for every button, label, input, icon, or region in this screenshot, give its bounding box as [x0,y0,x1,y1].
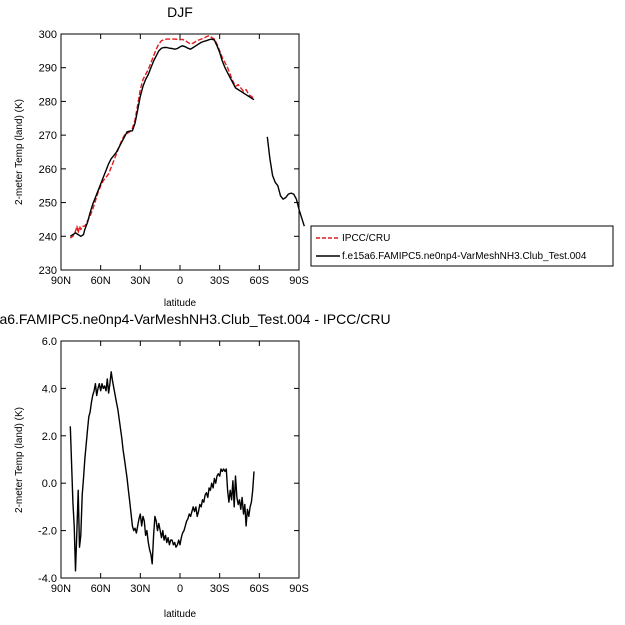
bottom-y-tick-label: -2.0 [38,526,57,538]
bottom-x-tick-label: 30N [130,583,150,595]
bottom-x-tick-label: 90N [51,583,71,595]
top-x-tick-label: 30N [130,275,150,287]
top-y-tick-label: 300 [39,29,57,41]
bottom-x-tick-label: 0 [177,583,183,595]
legend-model-label: f.e15a6.FAMIPC5.ne0np4-VarMeshNH3.Club_T… [342,251,587,262]
top-y-tick-label: 290 [39,63,57,75]
bottom-y-tick-label: 2.0 [42,431,57,443]
top-chart-ylabel: 2-meter Temp (land) (K) [14,99,25,205]
bottom-chart-ticks: 90N 60N 30N 0 30S 60S 90S -4.0 -2.0 0.0 2.0 4.0 6.0 [38,336,309,595]
top-chart-xlabel: latitude [164,298,197,309]
top-y-tick-label: 240 [39,231,57,243]
top-chart-title: DJF [167,4,193,20]
top-x-tick-label: 30S [210,275,230,287]
bottom-x-tick-label: 30S [210,583,230,595]
top-y-tick-label: 250 [39,198,57,210]
bottom-x-tick-label: 60N [91,583,111,595]
top-y-tick-label: 260 [39,164,57,176]
top-series-1-line [69,38,255,237]
bottom-x-tick-label: 60S [250,583,270,595]
bottom-y-tick-label: 0.0 [42,478,57,490]
bottom-x-tick-label: 90S [289,583,309,595]
bottom-chart-ylabel: 2-meter Temp (land) (K) [14,407,25,513]
top-chart: DJF 2-meter Temp (land) (K) latitude 90N… [14,4,309,309]
top-series-1-line [266,136,305,227]
legend-box [310,225,614,267]
bottom-chart-xlabel: latitude [164,609,197,620]
bottom-chart: a6.FAMIPC5.ne0np4-VarMeshNH3.Club_Test.0… [0,311,391,620]
bottom-y-tick-label: 6.0 [42,336,57,348]
bottom-chart-frame [60,340,300,579]
legend-ipcc-label: IPCC/CRU [342,233,390,244]
bottom-y-tick-label: -4.0 [38,573,57,585]
top-x-tick-label: 90N [51,275,71,287]
top-x-tick-label: 60S [250,275,270,287]
top-x-tick-label: 90S [289,275,309,287]
top-chart-ticks: 90N 60N 30N 0 30S 60S 90S 230 240 250 260 270 280 290… [39,29,309,287]
top-x-tick-label: 0 [177,275,183,287]
top-y-tick-label: 280 [39,96,57,108]
bottom-chart-series [69,371,255,572]
top-chart-frame [60,33,300,271]
top-chart-series [69,35,305,239]
legend: IPCC/CRU f.e15a6.FAMIPC5.ne0np4-VarMeshN… [310,225,614,267]
bottom-y-tick-label: 4.0 [42,383,57,395]
top-y-tick-label: 230 [39,265,57,277]
bottom-series-0-line [69,371,255,572]
top-y-tick-label: 270 [39,130,57,142]
top-series-0-line [69,35,255,239]
bottom-chart-title: a6.FAMIPC5.ne0np4-VarMeshNH3.Club_Test.0… [0,311,391,327]
top-x-tick-label: 60N [91,275,111,287]
